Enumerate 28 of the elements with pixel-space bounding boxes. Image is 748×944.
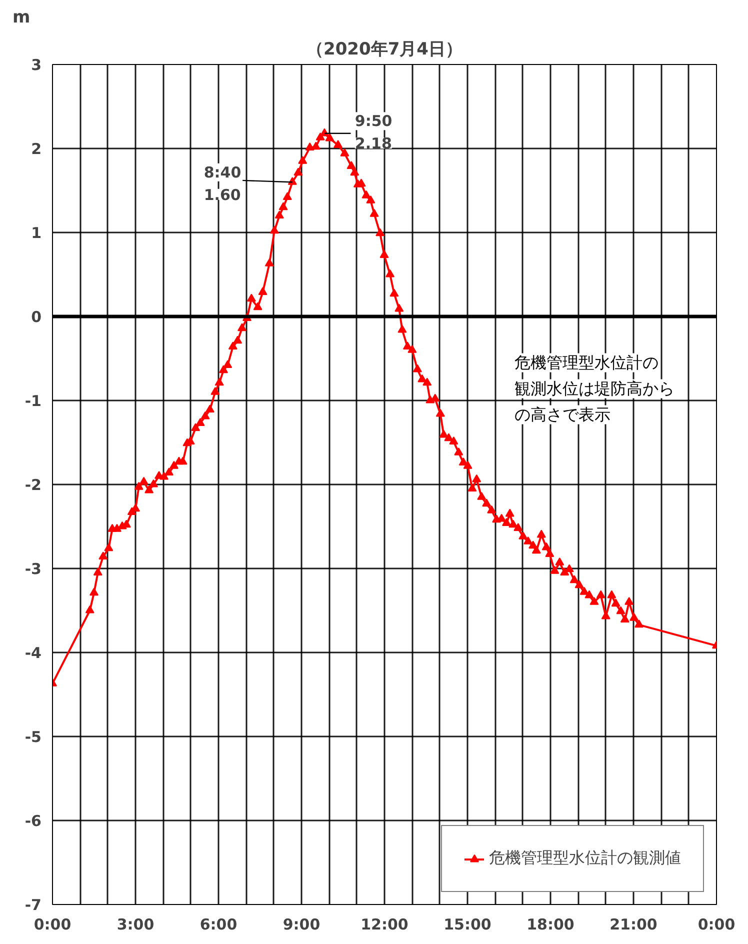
y-tick-label: 0 — [31, 308, 42, 326]
annotation: 危機管理型水位計の — [514, 353, 659, 372]
annotation: 8:40 1.60 — [204, 163, 242, 204]
x-tick-label: 9:00 — [282, 916, 320, 934]
y-tick-label: -6 — [24, 812, 42, 830]
chart-title: （2020年7月4日） — [306, 40, 462, 60]
annotation: 観測水位は堤防高から — [514, 379, 675, 398]
annotation: 9:50 2.18 — [354, 112, 392, 153]
y-tick-label: -3 — [24, 560, 42, 578]
y-axis-title: m — [12, 8, 30, 28]
y-tick-label: 3 — [31, 56, 42, 74]
y-tick-label: -4 — [24, 644, 42, 662]
x-tick-label: 0:00 — [698, 916, 736, 934]
x-tick-label: 6:00 — [200, 916, 238, 934]
y-tick-label: 1 — [31, 224, 42, 242]
y-tick-label: -7 — [24, 896, 42, 914]
legend-label: 危機管理型水位計の観測値 — [489, 848, 681, 869]
x-tick-label: 0:00 — [34, 916, 72, 934]
y-tick-label: -1 — [24, 392, 42, 410]
x-tick-label: 18:00 — [526, 916, 574, 934]
y-tick-label: -2 — [24, 476, 42, 494]
y-tick-label: -5 — [24, 728, 42, 746]
x-tick-label: 21:00 — [610, 916, 658, 934]
x-tick-label: 12:00 — [360, 916, 408, 934]
annotation: の高さで表示 — [514, 405, 611, 424]
x-tick-label: 3:00 — [116, 916, 154, 934]
x-tick-label: 15:00 — [444, 916, 492, 934]
y-tick-label: 2 — [31, 140, 42, 158]
